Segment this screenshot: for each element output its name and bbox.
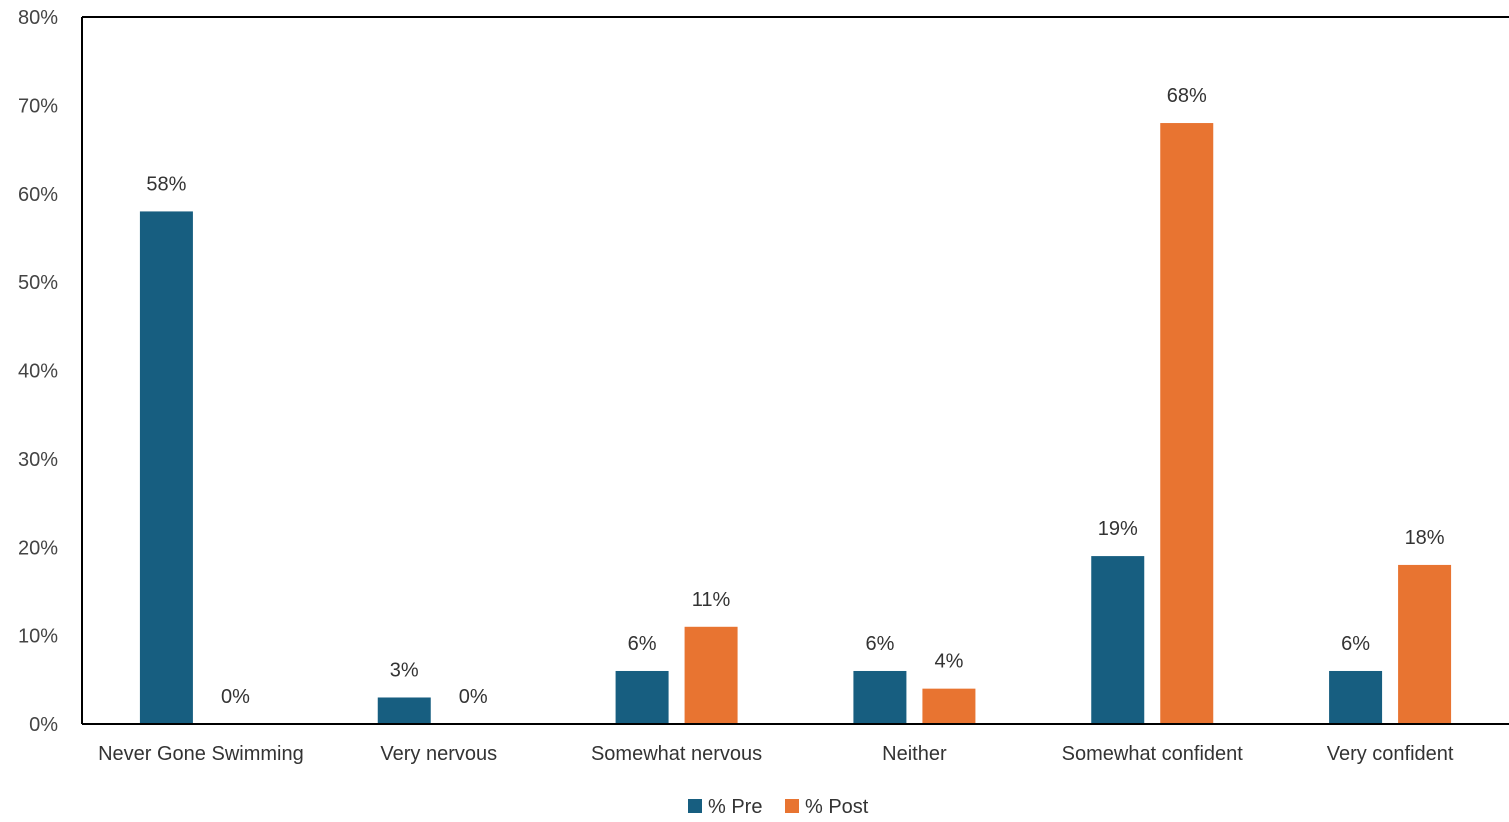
data-label: 6% bbox=[865, 633, 894, 655]
category-label: Very confident bbox=[1327, 743, 1454, 765]
legend-label: % Post bbox=[805, 796, 869, 817]
y-tick-label: 30% bbox=[18, 449, 58, 471]
legend: % Pre % Post bbox=[688, 796, 869, 818]
bar-post bbox=[684, 626, 738, 724]
bar-post bbox=[1160, 123, 1214, 725]
y-tick-label: 80% bbox=[18, 7, 58, 29]
bar-pre bbox=[377, 697, 431, 724]
bar-post bbox=[1398, 564, 1452, 724]
data-label: 58% bbox=[146, 173, 186, 195]
legend-label: % Pre bbox=[708, 796, 762, 817]
data-label: 18% bbox=[1405, 527, 1445, 549]
data-labels: 58% 0% 3% 0% 6% 11% 6% 4% 19% 68% 6% 18% bbox=[146, 85, 1444, 708]
axes bbox=[81, 16, 1509, 725]
y-tick-label: 50% bbox=[18, 272, 58, 294]
data-label: 3% bbox=[390, 659, 419, 681]
data-label: 0% bbox=[459, 686, 488, 708]
y-tick-label: 0% bbox=[29, 714, 58, 736]
bar-pre bbox=[1091, 556, 1145, 724]
data-label: 6% bbox=[628, 633, 657, 655]
bar-pre bbox=[615, 670, 669, 724]
y-tick-label: 10% bbox=[18, 626, 58, 648]
category-label: Somewhat nervous bbox=[591, 743, 762, 765]
y-tick-label: 20% bbox=[18, 537, 58, 559]
data-label: 68% bbox=[1167, 85, 1207, 107]
bar-pre bbox=[853, 670, 907, 724]
y-tick-label: 70% bbox=[18, 95, 58, 117]
category-label: Never Gone Swimming bbox=[98, 743, 304, 765]
data-label: 11% bbox=[692, 589, 731, 611]
category-label: Very nervous bbox=[380, 743, 497, 765]
x-axis-categories: Never Gone Swimming Very nervous Somewhat … bbox=[98, 743, 1454, 765]
y-tick-label: 60% bbox=[18, 184, 58, 206]
category-label: Neither bbox=[882, 743, 947, 765]
y-tick-label: 40% bbox=[18, 361, 58, 383]
data-label: 6% bbox=[1341, 633, 1370, 655]
bar-pre bbox=[1329, 670, 1383, 724]
data-label: 4% bbox=[934, 651, 963, 673]
data-label: 0% bbox=[221, 686, 250, 708]
y-axis-ticks: 0% 10% 20% 30% 40% 50% 60% 70% 80% bbox=[18, 7, 58, 736]
data-label: 19% bbox=[1098, 518, 1138, 540]
bar-pre bbox=[139, 211, 193, 725]
bar-post bbox=[922, 688, 976, 724]
category-label: Somewhat confident bbox=[1062, 743, 1244, 765]
legend-swatch bbox=[688, 799, 702, 813]
legend-swatch bbox=[785, 799, 799, 813]
bars bbox=[139, 123, 1452, 725]
